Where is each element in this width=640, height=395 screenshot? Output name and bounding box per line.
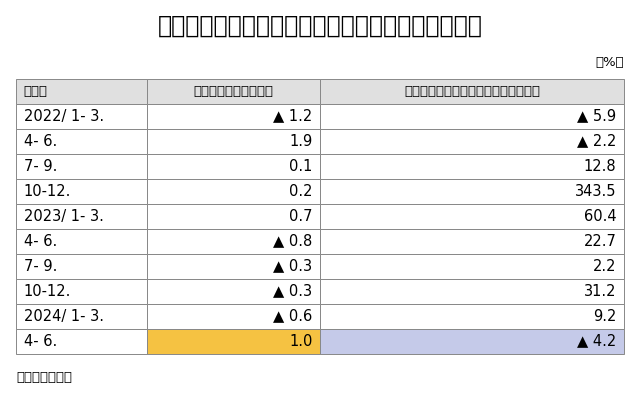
Bar — [320, 179, 624, 203]
Bar — [16, 303, 147, 329]
Text: 9.2: 9.2 — [593, 308, 616, 324]
Bar — [147, 79, 320, 103]
Bar — [320, 203, 624, 229]
Text: 実質非居住者家計の国内での直接購入: 実質非居住者家計の国内での直接購入 — [404, 85, 540, 98]
Bar — [16, 103, 147, 128]
Text: ▲ 2.2: ▲ 2.2 — [577, 134, 616, 149]
Bar — [320, 229, 624, 254]
Bar — [16, 128, 147, 154]
Text: 2023/ 1- 3.: 2023/ 1- 3. — [24, 209, 104, 224]
Text: 0.1: 0.1 — [289, 158, 312, 173]
Bar — [16, 154, 147, 179]
Text: ▲ 0.8: ▲ 0.8 — [273, 233, 312, 248]
Bar — [320, 254, 624, 278]
Bar — [147, 179, 320, 203]
Text: ▲ 4.2: ▲ 4.2 — [577, 333, 616, 348]
Bar — [320, 103, 624, 128]
Text: 2022/ 1- 3.: 2022/ 1- 3. — [24, 109, 104, 124]
Bar — [16, 229, 147, 254]
Text: 12.8: 12.8 — [584, 158, 616, 173]
Text: 1.0: 1.0 — [289, 333, 312, 348]
Text: 年・期: 年・期 — [24, 85, 48, 98]
Text: ▲ 0.3: ▲ 0.3 — [273, 284, 312, 299]
Bar — [16, 203, 147, 229]
Text: 343.5: 343.5 — [575, 184, 616, 199]
Bar — [147, 278, 320, 303]
Text: 2024/ 1- 3.: 2024/ 1- 3. — [24, 308, 104, 324]
Text: 0.2: 0.2 — [289, 184, 312, 199]
Bar — [320, 79, 624, 103]
Text: 実質個人消費と実質インバウンド消費の前期比推移: 実質個人消費と実質インバウンド消費の前期比推移 — [157, 14, 483, 38]
Text: ▲ 1.2: ▲ 1.2 — [273, 109, 312, 124]
Text: （出所）内閣府: （出所）内閣府 — [16, 371, 72, 384]
Text: 10-12.: 10-12. — [24, 184, 71, 199]
Text: 10-12.: 10-12. — [24, 284, 71, 299]
Text: 1.9: 1.9 — [289, 134, 312, 149]
Text: ▲ 5.9: ▲ 5.9 — [577, 109, 616, 124]
Text: ▲ 0.3: ▲ 0.3 — [273, 258, 312, 273]
Text: 2.2: 2.2 — [593, 258, 616, 273]
Bar — [147, 303, 320, 329]
Bar — [16, 79, 147, 103]
Text: 7- 9.: 7- 9. — [24, 258, 57, 273]
Bar — [147, 254, 320, 278]
Bar — [320, 329, 624, 354]
Bar — [147, 229, 320, 254]
Bar — [320, 303, 624, 329]
Text: 4- 6.: 4- 6. — [24, 233, 57, 248]
Bar — [147, 203, 320, 229]
Bar — [147, 128, 320, 154]
Bar — [16, 278, 147, 303]
Bar — [16, 329, 147, 354]
Bar — [320, 154, 624, 179]
Text: ▲ 0.6: ▲ 0.6 — [273, 308, 312, 324]
Text: 31.2: 31.2 — [584, 284, 616, 299]
Bar — [320, 128, 624, 154]
Bar — [16, 254, 147, 278]
Bar — [147, 329, 320, 354]
Text: 60.4: 60.4 — [584, 209, 616, 224]
Text: 4- 6.: 4- 6. — [24, 333, 57, 348]
Bar — [147, 154, 320, 179]
Bar — [147, 103, 320, 128]
Bar — [320, 278, 624, 303]
Text: 実質民間最終消費支出: 実質民間最終消費支出 — [193, 85, 273, 98]
Text: 0.7: 0.7 — [289, 209, 312, 224]
Text: （%）: （%） — [595, 56, 624, 69]
Bar — [16, 179, 147, 203]
Text: 4- 6.: 4- 6. — [24, 134, 57, 149]
Text: 22.7: 22.7 — [584, 233, 616, 248]
Text: 7- 9.: 7- 9. — [24, 158, 57, 173]
